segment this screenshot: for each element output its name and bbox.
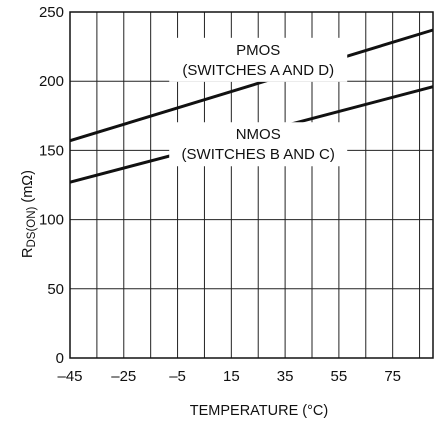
x-tick-label: –45 — [57, 368, 82, 385]
y-axis-title: RDS(ON) (mΩ) — [20, 170, 38, 258]
x-axis-title: TEMPERATURE (°C) — [190, 403, 328, 419]
annotation-label-nmos: (SWITCHES B AND C) — [182, 146, 335, 163]
y-tick-label: 50 — [47, 281, 64, 298]
y-tick-label: 150 — [39, 142, 64, 159]
x-tick-label: 35 — [277, 368, 294, 385]
x-tick-label: –25 — [111, 368, 136, 385]
x-tick-label: 75 — [384, 368, 401, 385]
annotation-label-pmos: (SWITCHES A AND D) — [182, 62, 334, 79]
annotation-label-pmos: PMOS — [236, 42, 280, 59]
annotation-label-nmos: NMOS — [236, 126, 281, 143]
y-tick-label: 250 — [39, 4, 64, 21]
x-tick-label: 15 — [223, 368, 240, 385]
y-tick-label: 200 — [39, 73, 64, 90]
y-tick-label: 100 — [39, 212, 64, 229]
y-tick-label: 0 — [56, 350, 64, 367]
y-axis-title-main: R — [20, 248, 36, 258]
y-axis-title-subscript: DS(ON) — [26, 206, 38, 247]
y-axis-title-unit: (mΩ) — [20, 170, 36, 207]
x-tick-label: 55 — [331, 368, 348, 385]
x-tick-label: –5 — [169, 368, 186, 385]
